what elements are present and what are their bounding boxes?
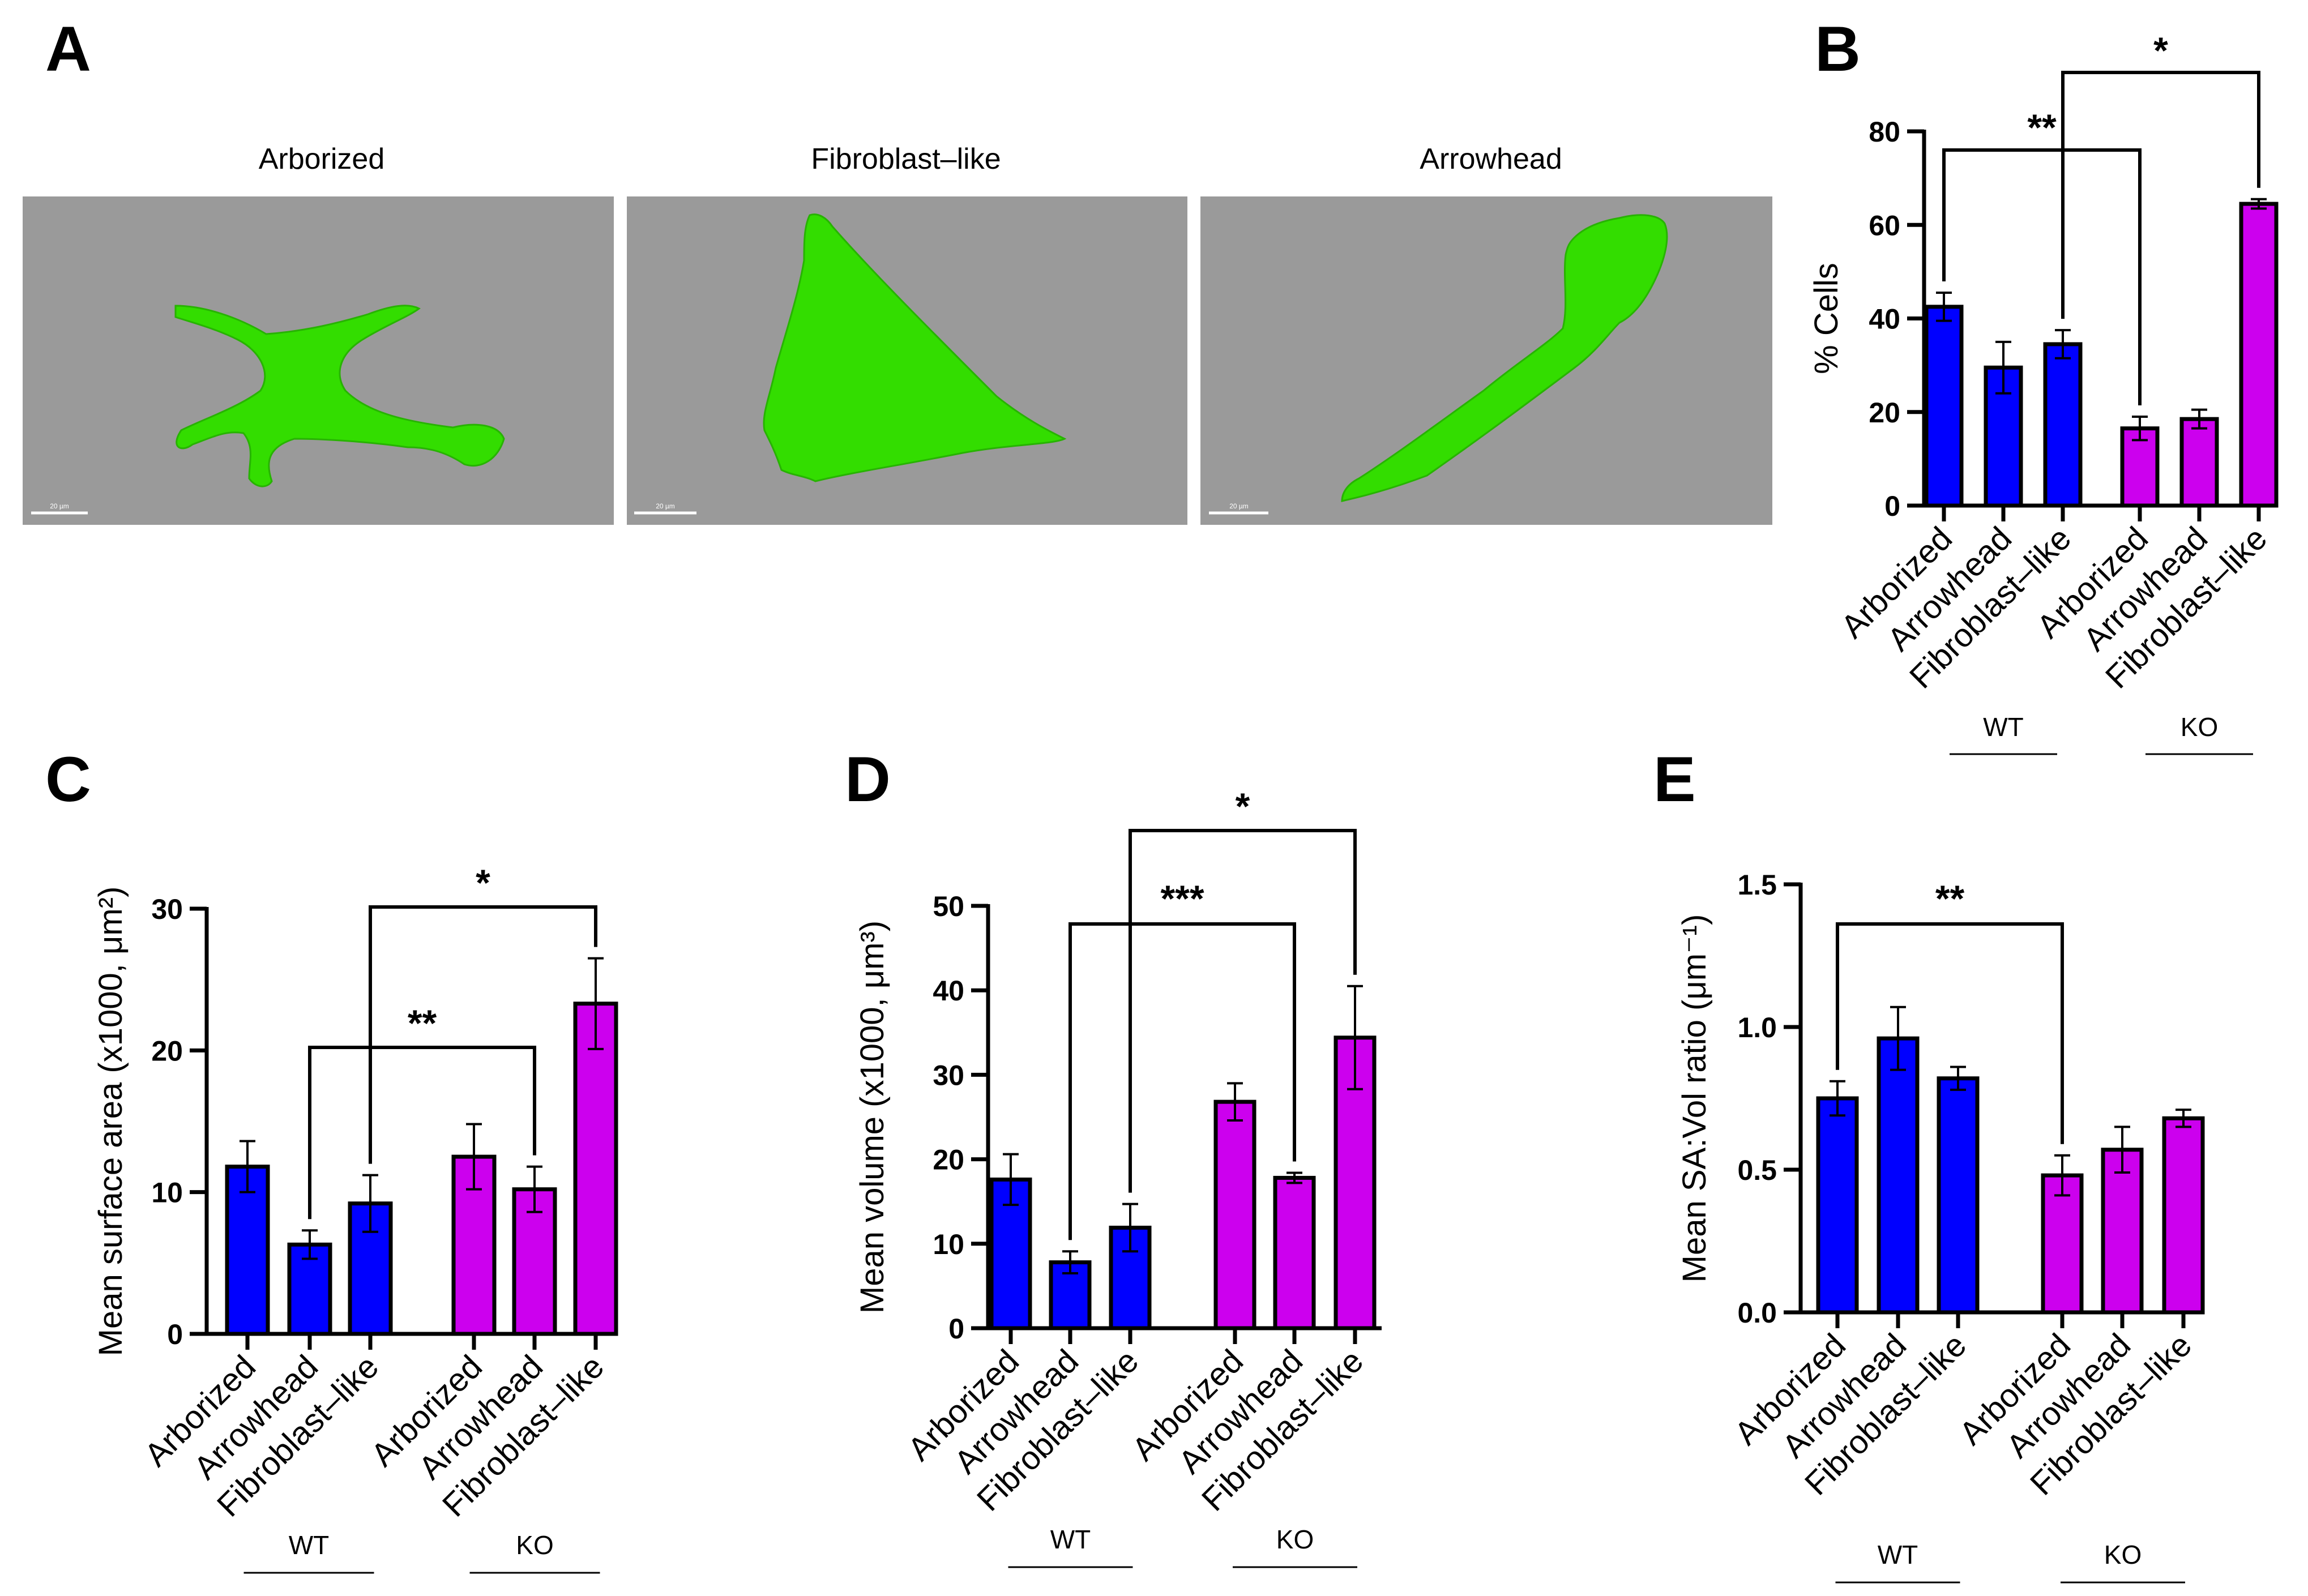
y-tick-label: 30	[933, 1059, 964, 1091]
y-axis-label: Mean volume (x1000, μm³)	[854, 921, 891, 1313]
y-tick-label: 1.5	[1737, 869, 1777, 901]
group-label-wt: WT	[1983, 712, 2024, 742]
bar-wt-0	[225, 1165, 270, 1336]
y-tick-label: 20	[933, 1144, 964, 1176]
group-label-wt: WT	[1878, 1540, 1918, 1569]
image-title-arrowhead: Arrowhead	[1420, 143, 1562, 176]
y-axis-label: Mean SA:Vol ratio (μm⁻¹)	[1676, 914, 1713, 1283]
panel-e-label: E	[1653, 744, 1696, 815]
microscopy-image-arrowhead	[1200, 196, 1772, 525]
panel-a-label: A	[45, 14, 91, 84]
cell-arrowhead-shape	[1341, 214, 1668, 502]
significance-bracket	[2061, 71, 2260, 319]
group-label-ko: KO	[1276, 1525, 1314, 1554]
bar-ko-2	[573, 1002, 618, 1336]
group-label-ko: KO	[2104, 1540, 2142, 1569]
y-tick-label: 10	[151, 1177, 183, 1209]
y-tick-label: 30	[151, 893, 183, 925]
significance-label: *	[1236, 785, 1250, 827]
significance-bracket	[1068, 922, 1296, 1240]
bar-wt-1	[1877, 1036, 1920, 1315]
y-axis-label: Mean surface area (x1000, μm²)	[92, 887, 129, 1357]
y-tick-label: 10	[933, 1229, 964, 1260]
group-label-wt: WT	[289, 1530, 330, 1560]
scale-bar-label-arborized: 20 µm	[50, 502, 69, 510]
significance-bracket	[369, 905, 597, 1164]
bar-ko-1	[1273, 1175, 1316, 1330]
bar-ko-2	[2162, 1116, 2205, 1315]
significance-label: *	[476, 862, 490, 904]
y-tick-label: 1.0	[1737, 1012, 1777, 1043]
scale-bar-label-arrowhead: 20 µm	[1229, 502, 1249, 510]
bar-ko-1	[2179, 417, 2219, 508]
image-title-arborized: Arborized	[259, 143, 385, 176]
bar-wt-0	[1816, 1096, 1859, 1315]
panel-b-label: B	[1815, 14, 1861, 84]
significance-label: **	[2027, 106, 2057, 148]
bar-wt-2	[1937, 1076, 1980, 1315]
y-tick-label: 0.0	[1737, 1297, 1777, 1329]
y-tick-label: 40	[933, 975, 964, 1007]
bar-ko-2	[2239, 202, 2279, 508]
panel-c-label: C	[45, 744, 91, 815]
y-tick-label: 0	[1884, 490, 1900, 522]
significance-label: **	[408, 1002, 437, 1044]
y-tick-label: 80	[1869, 116, 1900, 148]
y-tick-label: 20	[151, 1035, 183, 1067]
bar-ko-0	[1213, 1099, 1256, 1330]
y-tick-label: 60	[1869, 209, 1900, 241]
y-tick-label: 0	[948, 1313, 964, 1345]
bar-wt-2	[2043, 342, 2083, 508]
y-tick-label: 40	[1869, 303, 1900, 335]
significance-bracket	[1942, 148, 2142, 406]
cell-fibroblast-like-shape	[763, 213, 1067, 482]
group-label-ko: KO	[516, 1530, 553, 1560]
y-tick-label: 20	[1869, 397, 1900, 429]
significance-label: **	[1935, 878, 1965, 919]
significance-label: ***	[1160, 878, 1204, 919]
panel-a: A Arborized 20 µm Fibroblast–like 20 µm …	[23, 14, 1772, 525]
bar-ko-1	[512, 1187, 557, 1336]
bar-wt-0	[1924, 305, 1964, 508]
significance-bracket	[1129, 829, 1357, 1193]
significance-label: *	[2153, 29, 2168, 71]
y-tick-label: 0.5	[1737, 1154, 1777, 1186]
group-label-wt: WT	[1050, 1525, 1091, 1554]
cell-arborized-shape	[174, 305, 505, 487]
group-label-ko: KO	[2181, 712, 2218, 742]
significance-bracket	[308, 1046, 536, 1220]
scale-bar-label-fibroblast-like: 20 µm	[656, 502, 675, 510]
y-axis-label: % Cells	[1808, 263, 1845, 374]
y-tick-label: 0	[167, 1319, 183, 1350]
panel-d-label: D	[845, 744, 891, 815]
y-tick-label: 50	[933, 891, 964, 922]
bar-ko-1	[2101, 1148, 2144, 1315]
image-title-fibroblast-like: Fibroblast–like	[811, 143, 1001, 176]
significance-bracket	[1836, 922, 2064, 1144]
